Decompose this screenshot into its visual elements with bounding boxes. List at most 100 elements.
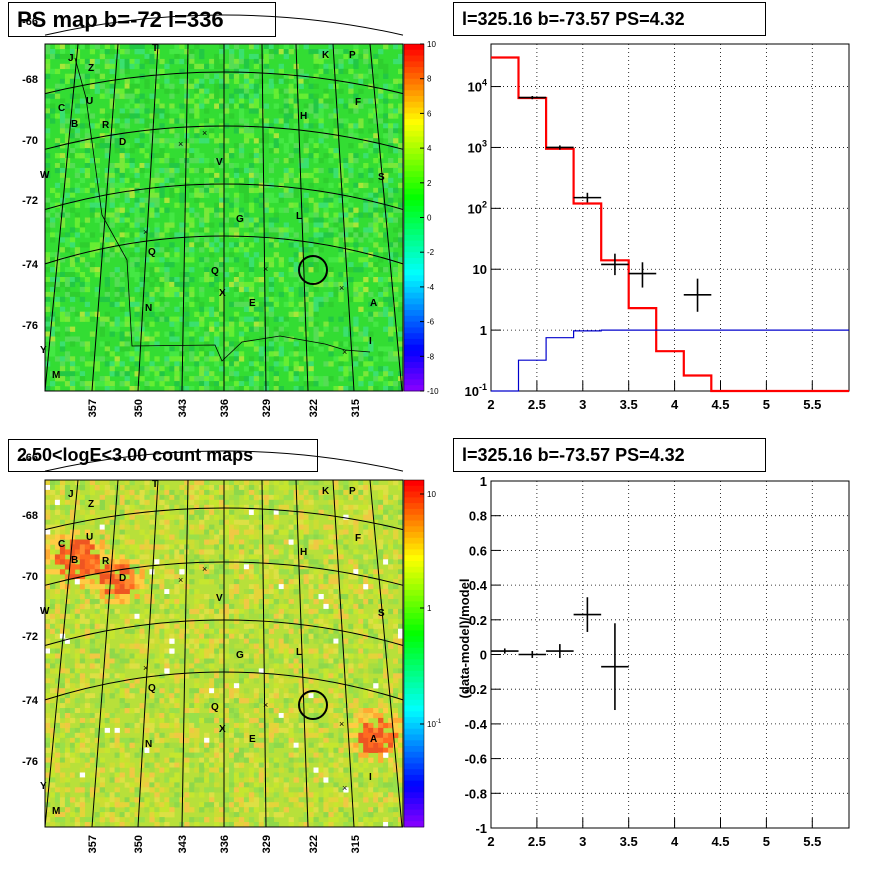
source-label: G <box>236 650 244 661</box>
x-tick-label: 350 <box>133 835 145 853</box>
colorbar-segment <box>404 217 424 224</box>
colorbar-segment <box>404 130 424 137</box>
colorbar-segment <box>404 55 424 62</box>
x-tick-label: 322 <box>308 835 320 853</box>
source-marker: × <box>339 283 344 293</box>
colorbar-segment <box>404 699 424 706</box>
data-point <box>683 278 712 312</box>
x-tick-label: 329 <box>261 835 273 853</box>
colorbar-segment <box>404 722 424 730</box>
source-label: X <box>219 288 226 299</box>
background-model-line <box>491 329 849 392</box>
x-tick-label: 2.5 <box>528 397 546 412</box>
source-label: M <box>52 806 60 817</box>
x-tick-label: 343 <box>177 835 189 853</box>
source-label: Y <box>40 781 47 792</box>
source-label: Q <box>148 683 156 694</box>
colorbar-segment <box>404 269 424 276</box>
colorbar-segment <box>404 763 424 770</box>
x-tick-label: 5.5 <box>803 834 821 849</box>
colorbar-segment <box>404 344 424 351</box>
colorbar-segment <box>404 338 424 346</box>
colorbar-segment <box>404 373 424 380</box>
y-tick-label: -74 <box>22 695 39 707</box>
colorbar-segment <box>404 211 424 218</box>
source-marker: × <box>202 128 207 138</box>
colorbar-segment <box>404 356 424 363</box>
colorbar-segment <box>404 514 424 521</box>
y-tick-label: 103 <box>468 138 487 155</box>
colorbar-segment <box>404 572 424 579</box>
x-tick-label: 2 <box>487 834 494 849</box>
colorbar-segment <box>404 304 424 311</box>
source-marker: × <box>143 227 148 237</box>
selected-source-circle <box>298 255 328 285</box>
colorbar-segment <box>404 786 424 793</box>
colorbar-segment <box>404 182 424 189</box>
colorbar-label: 1 <box>427 604 432 613</box>
colorbar-segment <box>404 491 424 498</box>
data-point <box>518 95 547 100</box>
colorbar-segment <box>404 618 424 625</box>
x-tick-label: 3 <box>579 397 586 412</box>
colorbar-label: -2 <box>427 248 435 257</box>
source-label: E <box>249 298 256 309</box>
residual-point <box>573 597 602 632</box>
colorbar-segment <box>404 385 424 392</box>
colorbar-label: 6 <box>427 109 432 118</box>
colorbar-segment <box>404 171 424 178</box>
x-tick-label: 4 <box>671 834 679 849</box>
colorbar-segment <box>404 298 424 305</box>
y-tick-label: -76 <box>22 320 38 332</box>
colorbar-segment <box>404 537 424 544</box>
y-axis-label: (data-model)/model <box>457 579 472 699</box>
source-label: Y <box>40 345 47 356</box>
colorbar-segment <box>404 613 424 620</box>
y-tick-label: -68 <box>22 510 38 522</box>
plot-frame <box>490 480 850 829</box>
x-tick-label: 357 <box>87 399 99 417</box>
tl-title: PS map b=-72 l=336 <box>8 2 276 37</box>
y-tick-label: 0.6 <box>469 543 487 558</box>
source-label: H <box>300 547 307 558</box>
colorbar-label: 10-1 <box>427 719 442 729</box>
latitude-line <box>44 450 404 472</box>
colorbar-segment <box>404 578 424 585</box>
y-tick-label: -0.8 <box>465 786 487 801</box>
colorbar-segment <box>404 205 424 213</box>
data-point <box>546 145 574 150</box>
source-label: G <box>236 214 244 225</box>
y-tick-label: 10 <box>473 262 487 277</box>
source-label: L <box>296 647 302 658</box>
x-tick-label: 322 <box>308 399 320 417</box>
colorbar-segment <box>404 532 424 539</box>
colorbar-segment <box>404 688 424 695</box>
colorbar-label: 10 <box>427 40 436 49</box>
colorbar-segment <box>404 252 424 259</box>
y-tick-label: 104 <box>468 78 487 95</box>
source-label: R <box>102 120 110 131</box>
colorbar-segment <box>404 670 424 677</box>
source-marker: × <box>202 564 207 574</box>
longitude-line <box>137 43 159 392</box>
colorbar-segment <box>404 711 424 718</box>
x-tick-label: 336 <box>219 399 231 417</box>
colorbar-segment <box>404 177 424 184</box>
residual-point <box>601 623 629 711</box>
source-marker: × <box>342 347 347 357</box>
source-label: W <box>40 170 50 181</box>
data-point <box>601 253 629 276</box>
colorbar-segment <box>404 520 424 527</box>
tr-title: l=325.16 b=-73.57 PS=4.32 <box>453 2 766 36</box>
source-label: C <box>58 103 65 114</box>
selected-source-circle <box>298 690 328 720</box>
colorbar-segment <box>404 480 424 487</box>
source-label: K <box>322 50 330 61</box>
source-label: N <box>145 303 152 314</box>
colorbar-segment <box>404 809 424 816</box>
residual-point <box>546 644 574 658</box>
model-total-line <box>491 56 849 393</box>
colorbar-segment <box>404 740 424 747</box>
colorbar-segment <box>404 229 424 236</box>
colorbar-segment <box>404 769 424 776</box>
